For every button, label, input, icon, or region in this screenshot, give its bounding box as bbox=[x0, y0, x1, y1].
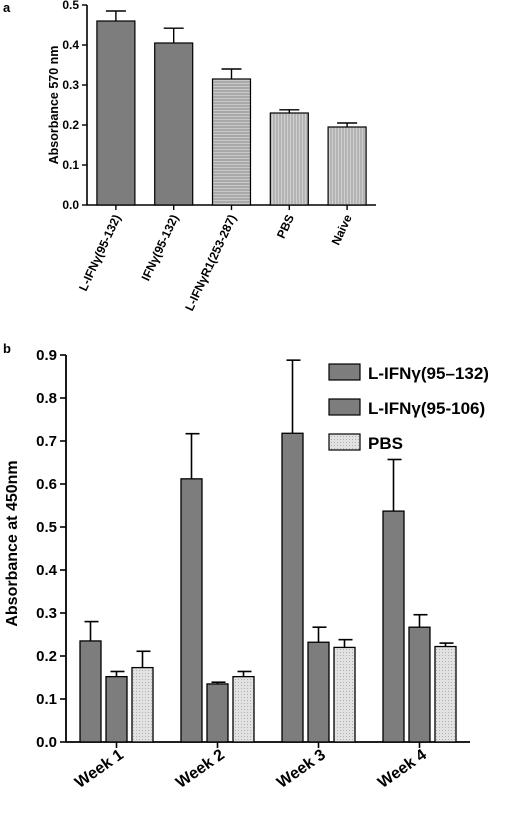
panel-label-b: b bbox=[3, 341, 11, 356]
y-tick-label-b: 0.8 bbox=[36, 390, 57, 407]
bar-b bbox=[408, 626, 431, 743]
legend-label: L-IFNγ(95-106) bbox=[368, 399, 485, 418]
bar-b bbox=[333, 646, 356, 743]
x-tick-label-b: Week 3 bbox=[274, 746, 329, 791]
x-tick-label-a: PBS bbox=[274, 212, 297, 240]
x-tick-label-a: IFNγ(95-132) bbox=[139, 212, 182, 283]
y-tick-label-b: 0.6 bbox=[36, 476, 57, 493]
y-tick-label-a: 0.3 bbox=[62, 78, 79, 92]
bar-b bbox=[307, 641, 330, 743]
bar-b bbox=[105, 675, 128, 743]
bar-a bbox=[269, 112, 309, 206]
y-axis-title-b: Absorbance at 450nm bbox=[4, 460, 21, 626]
legend-swatch bbox=[328, 363, 361, 381]
y-tick-label-a: 0.0 bbox=[62, 198, 79, 212]
y-tick-label-b: 0.2 bbox=[36, 648, 57, 665]
bar-b bbox=[180, 478, 203, 743]
bar-b bbox=[79, 640, 102, 743]
y-tick-label-b: 0.9 bbox=[36, 347, 57, 364]
bar-b bbox=[206, 683, 229, 743]
x-tick-label-a: L-IFNγ(95-132) bbox=[76, 212, 124, 293]
y-tick-label-b: 0.1 bbox=[36, 691, 57, 708]
bar-b bbox=[382, 510, 405, 743]
panel-label-a: a bbox=[3, 0, 11, 15]
x-tick-label-a: L-IFNγR1(253-287) bbox=[182, 212, 239, 313]
y-tick-label-b: 0.4 bbox=[36, 562, 58, 579]
x-tick-label-b: Week 4 bbox=[375, 746, 430, 791]
bar-a bbox=[327, 126, 367, 206]
y-tick-label-b: 0.5 bbox=[36, 519, 57, 536]
y-axis-title-a: Absorbance 570 nm bbox=[47, 46, 61, 165]
bar-a bbox=[211, 78, 252, 206]
legend-label: L-IFNγ(95–132) bbox=[368, 364, 489, 383]
bar-a bbox=[96, 20, 136, 206]
x-tick-label-b: Week 1 bbox=[72, 746, 127, 791]
y-tick-label-b: 0.7 bbox=[36, 433, 57, 450]
legend-swatch bbox=[328, 433, 361, 451]
y-tick-label-a: 0.2 bbox=[62, 118, 79, 132]
x-tick-label-a: Naive bbox=[329, 212, 355, 247]
y-tick-label-b: 0.0 bbox=[36, 734, 57, 751]
legend-swatch bbox=[328, 398, 361, 416]
y-tick-label-b: 0.3 bbox=[36, 605, 57, 622]
y-tick-label-a: 0.5 bbox=[62, 0, 79, 12]
y-tick-label-a: 0.4 bbox=[62, 38, 79, 52]
bar-b bbox=[434, 645, 457, 743]
bar-b bbox=[281, 432, 304, 743]
chart-a: 0.0 0.1 0.2 0.3 0.4 0.5 Absorbance 570 nm L-IFN… bbox=[47, 0, 376, 313]
x-tick-label-b: Week 2 bbox=[173, 746, 228, 791]
legend-label: PBS bbox=[368, 434, 403, 453]
bar-b bbox=[232, 675, 255, 743]
y-tick-label-a: 0.1 bbox=[62, 158, 79, 172]
bar-a bbox=[154, 42, 194, 206]
chart-b: 0.0 0.1 0.2 0.3 0.4 0.5 0.6 0.7 0.8 0.9 Absorbance… bbox=[4, 347, 489, 792]
bar-b bbox=[131, 666, 154, 743]
